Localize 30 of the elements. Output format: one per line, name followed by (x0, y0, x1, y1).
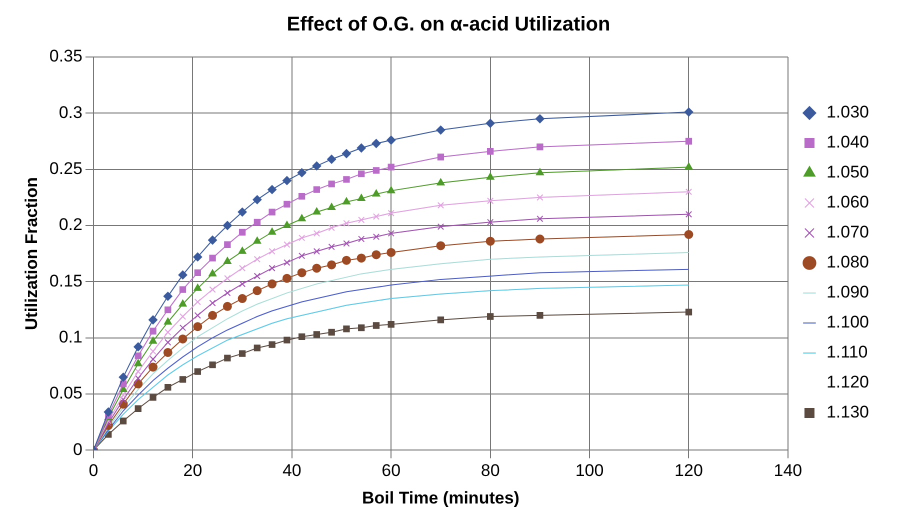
y-axis-title: Utilization Fraction (22, 177, 41, 330)
y-tick-label: 0.25 (49, 159, 82, 178)
x-tick-label: 0 (88, 461, 98, 480)
legend-label: 1.100 (826, 312, 870, 332)
y-tick-label: 0.1 (58, 328, 82, 347)
chart-title: Effect of O.G. on α-acid Utilization (286, 14, 610, 36)
x-tick-label: 100 (575, 461, 604, 480)
x-tick-label: 80 (480, 461, 500, 480)
y-tick-label: 0.3 (58, 102, 82, 122)
x-tick-label: 60 (382, 461, 401, 480)
text: 1.120 (826, 372, 870, 392)
y-tick-label: 0.15 (49, 271, 82, 290)
legend-label: 1.070 (826, 222, 870, 242)
legend-label: 1.090 (826, 282, 870, 302)
legend-label: 1.130 (826, 402, 870, 422)
legend-label: 1.030 (826, 102, 870, 122)
x-tick-label: 140 (774, 461, 802, 480)
y-tick-label: 0 (73, 440, 82, 459)
y-tick-label: 0.2 (58, 215, 82, 234)
legend-label: 1.050 (826, 162, 870, 182)
y-tick-label: 0.35 (49, 46, 82, 66)
x-axis-title: Boil Time (minutes) (362, 488, 520, 508)
y-tick-label: 0.05 (49, 384, 82, 403)
legend-label: 1.110 (826, 342, 868, 362)
legend-label: 1.040 (826, 132, 870, 152)
x-tick-label: 20 (183, 461, 202, 480)
x-tick-label: 120 (674, 461, 703, 480)
legend-label: 1.060 (826, 192, 870, 212)
legend-label: 1.080 (826, 252, 870, 272)
x-tick-label: 40 (282, 461, 302, 480)
